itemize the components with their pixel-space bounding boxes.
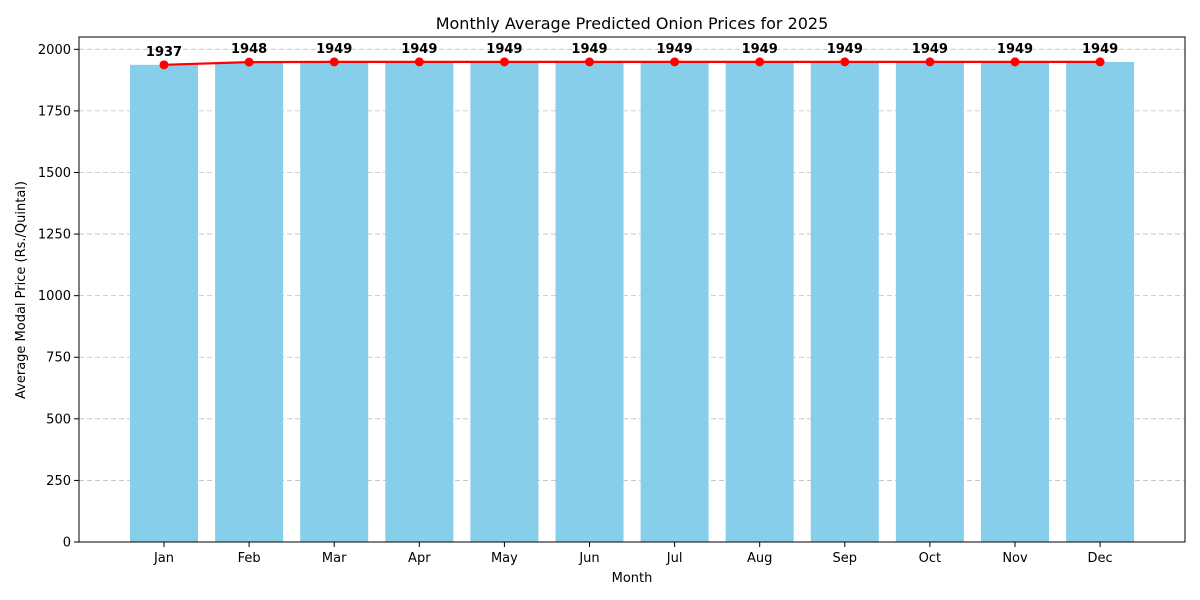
y-tick-label: 1250 xyxy=(38,228,71,243)
data-label-may: 1949 xyxy=(486,42,522,57)
y-tick-label: 1750 xyxy=(38,104,71,119)
data-labels: 1937 1948 1949 1949 1949 1949 1949 1949 1949 1949… xyxy=(146,42,1118,60)
y-tick-label: 0 xyxy=(63,536,71,551)
x-tick-label-jun: Jun xyxy=(578,551,599,566)
line-path xyxy=(163,60,1101,66)
x-tick-label-jan: Jan xyxy=(153,551,174,566)
bar-feb xyxy=(215,62,284,542)
data-label-nov: 1949 xyxy=(997,42,1033,57)
x-tick-label-sep: Sep xyxy=(833,551,858,566)
bar-aug xyxy=(725,61,794,542)
plot-frame xyxy=(78,36,1186,543)
data-label-jan: 1937 xyxy=(146,45,182,60)
line-point-jun xyxy=(585,57,594,67)
data-label-sep: 1949 xyxy=(827,42,863,57)
axes: 0 250 500 750 1000 1250 1500 1750 2000 Jan Feb Mar A… xyxy=(38,36,1186,566)
data-label-mar: 1949 xyxy=(316,42,352,57)
data-label-feb: 1948 xyxy=(231,42,267,57)
line-point-nov xyxy=(1010,57,1020,67)
x-tick-label-aug: Aug xyxy=(747,551,772,566)
line-point-dec xyxy=(1095,57,1105,67)
x-tick-label-jul: Jul xyxy=(666,551,683,566)
x-axis-label: Month xyxy=(612,571,653,586)
bar-oct xyxy=(895,61,964,542)
line-point-oct xyxy=(925,57,935,67)
bar-apr xyxy=(385,61,454,542)
line-point-feb xyxy=(244,57,254,67)
data-label-apr: 1949 xyxy=(401,42,437,57)
bar-mar xyxy=(300,61,369,542)
line-point-jan xyxy=(159,60,169,70)
line-point-sep xyxy=(840,57,850,67)
bar-jan xyxy=(130,64,198,543)
y-tick-label: 250 xyxy=(46,474,71,489)
y-tick-label: 500 xyxy=(46,412,71,427)
data-label-jul: 1949 xyxy=(657,42,693,57)
y-tick-label: 2000 xyxy=(38,43,71,58)
x-tick-label-mar: Mar xyxy=(322,551,347,566)
bar-dec xyxy=(1066,61,1135,542)
data-label-oct: 1949 xyxy=(912,42,948,57)
x-tick-label-oct: Oct xyxy=(919,551,941,566)
bar-jul xyxy=(640,61,709,542)
y-tick-label: 1000 xyxy=(38,289,71,304)
chart-title: Monthly Average Predicted Onion Prices f… xyxy=(436,14,829,33)
bar-jun xyxy=(555,61,624,542)
line-point-mar xyxy=(329,57,339,67)
x-tick-label-dec: Dec xyxy=(1088,551,1113,566)
x-tick-label-feb: Feb xyxy=(238,551,261,566)
y-tick-label: 1500 xyxy=(38,166,71,181)
y-axis-label: Average Modal Price (Rs./Quintal) xyxy=(14,181,29,399)
bar-may xyxy=(470,61,539,542)
bar-nov xyxy=(981,61,1049,542)
line-series xyxy=(159,57,1105,70)
data-label-dec: 1949 xyxy=(1082,42,1118,57)
line-point-jul xyxy=(670,57,680,67)
line-point-aug xyxy=(755,57,765,67)
data-label-jun: 1949 xyxy=(571,42,607,57)
bar-sep xyxy=(810,61,879,542)
y-tick-label: 750 xyxy=(46,351,71,366)
line-point-may xyxy=(499,57,509,67)
line-point-apr xyxy=(414,57,424,67)
x-tick-label-nov: Nov xyxy=(1002,551,1028,566)
bars xyxy=(130,61,1135,543)
data-label-aug: 1949 xyxy=(742,42,778,57)
x-tick-label-apr: Apr xyxy=(408,551,431,566)
x-tick-label-may: May xyxy=(491,551,518,566)
